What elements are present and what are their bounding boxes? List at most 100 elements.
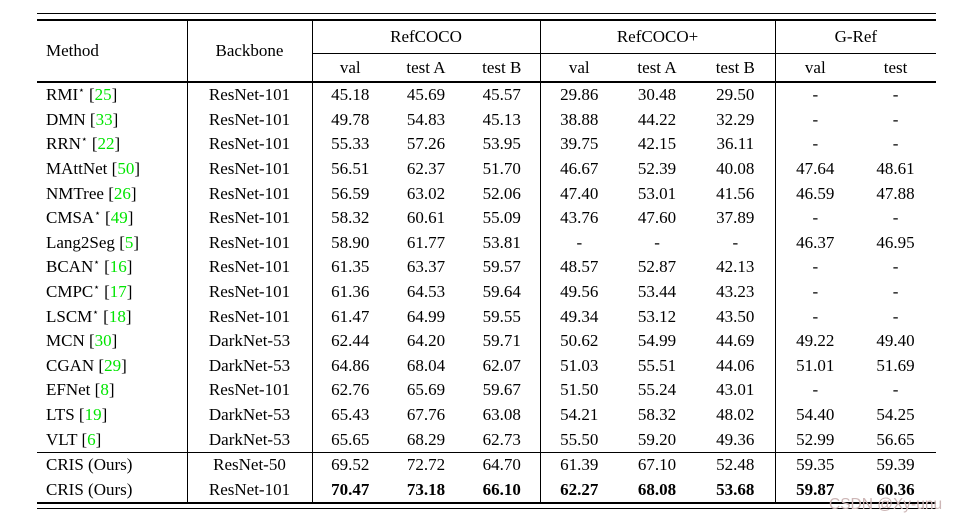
value-cell: 53.01 (637, 183, 677, 203)
backbone-cell: ResNet-101 (186, 477, 312, 504)
value-cell: 59.67 (482, 380, 521, 400)
value-cell: 52.06 (482, 183, 521, 203)
value-cell: 59.57 (482, 257, 521, 277)
backbone-cell: ResNet-101 (186, 205, 312, 231)
value-cell: 46.37 (774, 230, 856, 256)
value-cell: 61.36 (311, 279, 388, 305)
method-cell: CRIS (Ours) (37, 478, 187, 504)
subcol-header-refcocop-testa: test A (618, 53, 697, 83)
value-cell: 63.37 (406, 257, 446, 277)
value-cell: - (774, 279, 856, 305)
value-cell: 47.60 (637, 208, 677, 228)
cite-bracket-open: [ (88, 85, 95, 105)
value-cell: 60.36 (876, 479, 915, 499)
method-cell: CMPC⋆ [17] (37, 280, 187, 305)
star-icon: ⋆ (93, 282, 100, 294)
table-row: CMSA⋆ [49] ResNet-101 58.32 60.61 55.09 43.76… (37, 205, 936, 231)
value-cell: 59.35 (774, 451, 856, 478)
citation-number: 50 (117, 159, 135, 179)
method-cell: CMSA⋆ [49] (37, 206, 187, 231)
value-cell: 43.76 (539, 205, 619, 231)
cite-bracket-open: [ (119, 232, 125, 252)
cite-bracket-close: ] (130, 183, 137, 203)
citation-number: 22 (97, 134, 115, 154)
value-cell: - (892, 380, 899, 400)
method-name: LSCM (46, 306, 93, 326)
value-cell: 70.47 (311, 477, 388, 504)
method-cell: Lang2Seg [5] (37, 231, 187, 256)
value-cell: 55.09 (482, 208, 521, 228)
value-cell: - (774, 378, 856, 403)
method-cell: LTS [19] (37, 403, 187, 428)
value-cell: 49.78 (311, 107, 388, 133)
value-cell: 61.47 (311, 304, 388, 329)
value-cell: 43.23 (716, 282, 755, 302)
value-cell: - (774, 205, 856, 231)
cite-bracket-close: ] (125, 306, 132, 326)
value-cell: 59.64 (482, 282, 521, 302)
results-table-body: RMI⋆ [25] ResNet-101 45.18 45.69 45.57 29.86 3… (37, 82, 937, 504)
value-cell: 69.52 (311, 451, 388, 478)
backbone-cell: ResNet-101 (186, 181, 312, 206)
value-cell: 45.13 (482, 109, 521, 129)
value-cell: 49.34 (539, 304, 619, 329)
cite-bracket-open: [ (91, 134, 98, 154)
subcol-header-refcoco-testb: test B (464, 53, 541, 83)
backbone-cell: ResNet-101 (186, 304, 312, 329)
value-cell: 55.50 (539, 427, 619, 453)
value-cell: 62.27 (539, 477, 619, 504)
value-cell: 66.10 (482, 479, 521, 499)
value-cell: 53.81 (482, 232, 521, 252)
value-cell: 64.20 (406, 331, 446, 351)
value-cell: 29.86 (539, 82, 619, 108)
value-cell: 59.87 (774, 477, 856, 504)
value-cell: 54.99 (637, 331, 677, 351)
value-cell: 45.69 (406, 85, 446, 105)
value-cell: 43.01 (716, 380, 755, 400)
col-header-method: Method (37, 20, 187, 83)
cite-bracket-close: ] (95, 429, 102, 449)
value-cell: 53.12 (637, 306, 677, 326)
value-cell: 39.75 (539, 132, 619, 157)
value-cell: - (654, 232, 660, 252)
group-header-refcoco-plus: RefCOCO+ (539, 20, 776, 54)
citation-number: 18 (108, 306, 126, 326)
method-cell: MAttNet [50] (37, 157, 187, 182)
citation-number: 30 (94, 331, 112, 351)
value-cell: 56.65 (876, 429, 915, 449)
value-cell: 68.04 (406, 355, 446, 375)
results-table-wrap: Method Backbone RefCOCO RefCOCO+ G-Ref v… (37, 13, 937, 510)
method-cell: BCAN⋆ [16] (37, 255, 187, 280)
value-cell: 64.99 (406, 306, 446, 326)
cite-bracket-open: [ (81, 429, 88, 449)
table-row: NMTree [26] ResNet-101 56.59 63.02 52.06 47.4… (37, 181, 936, 206)
citation-number: 19 (84, 405, 102, 425)
value-cell: 32.29 (716, 109, 755, 129)
method-name: MCN (46, 331, 85, 351)
cite-bracket-open: [ (103, 306, 109, 326)
value-cell: 62.07 (482, 355, 521, 375)
value-cell: 54.40 (774, 402, 856, 428)
value-cell: 65.65 (311, 427, 388, 453)
subcol-header-row: val test A test B val test A test B val … (37, 53, 937, 83)
value-cell: 63.02 (406, 183, 446, 203)
value-cell: 68.29 (406, 429, 446, 449)
backbone-cell: ResNet-101 (186, 156, 312, 182)
value-cell: 47.64 (774, 156, 856, 182)
value-cell: 58.32 (637, 405, 677, 425)
value-cell: 38.88 (539, 107, 619, 133)
value-cell: 59.39 (855, 451, 937, 478)
watermark-text: CSDN @Xy-unu (829, 496, 943, 513)
table-row: CRIS (Ours) ResNet-50 69.52 72.72 64.70 61.39… (37, 451, 937, 478)
value-cell: 62.76 (311, 378, 388, 403)
value-cell: 50.62 (539, 328, 619, 354)
backbone-cell: ResNet-101 (186, 279, 312, 305)
method-cell: DMN [33] (37, 108, 187, 133)
method-cell: LSCM⋆ [18] (37, 304, 187, 329)
value-cell: 67.10 (618, 451, 697, 478)
backbone-cell: DarkNet-53 (186, 353, 312, 379)
subcol-header-refcocop-testb: test B (696, 53, 776, 83)
method-name: CRIS (Ours) (46, 479, 133, 499)
value-cell: 40.08 (716, 159, 755, 179)
method-name: CMSA (46, 208, 95, 228)
